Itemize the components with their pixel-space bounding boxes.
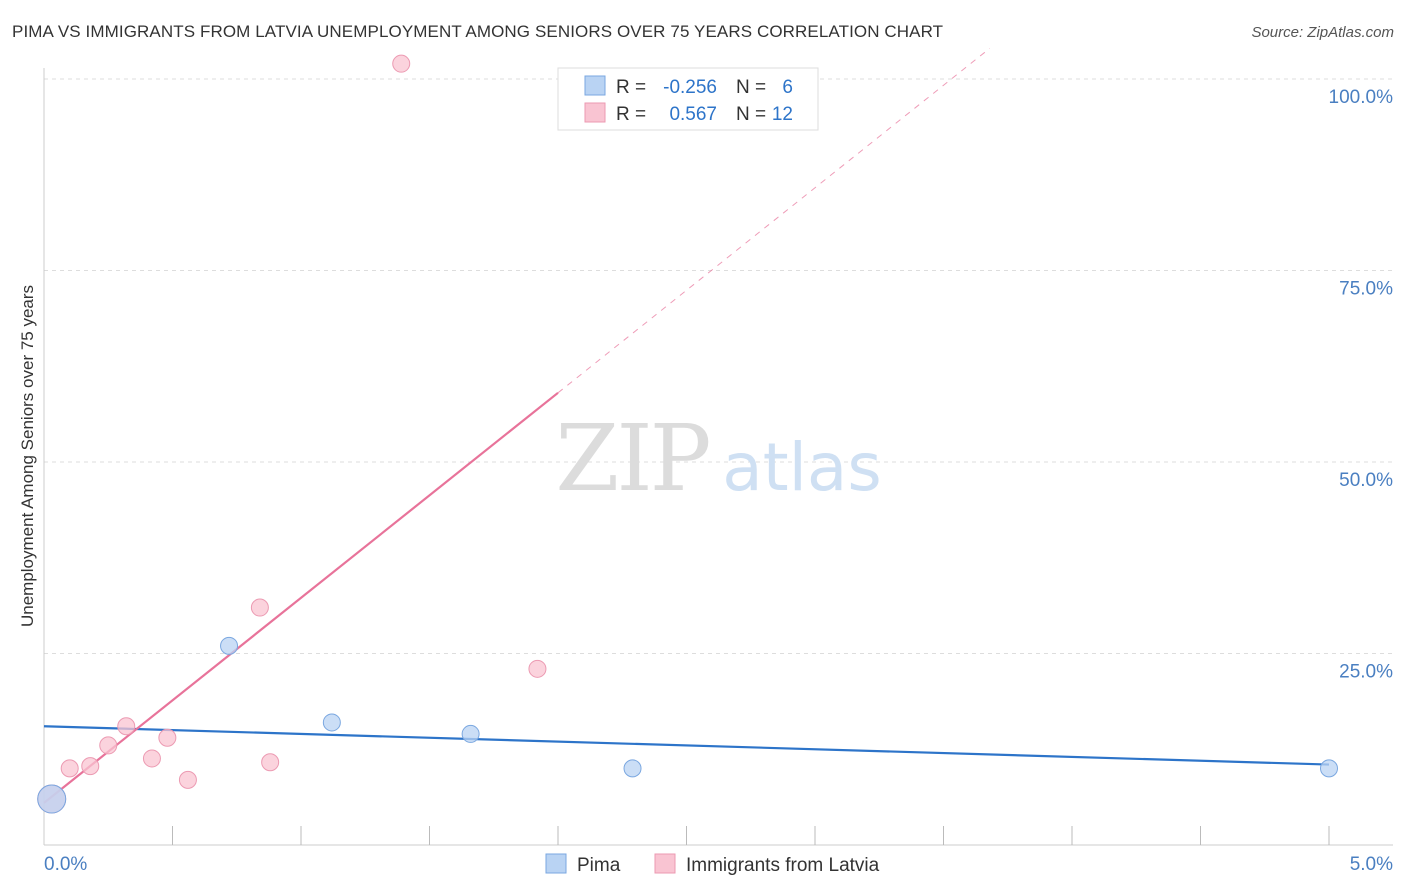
x-tick-label-0: 0.0%	[44, 854, 87, 875]
y-tick-labels: 25.0% 50.0% 75.0% 100.0%	[1329, 87, 1394, 683]
point-1-5	[142, 749, 161, 768]
point-1-3	[99, 736, 118, 755]
legend-top-pima-r-label: R =	[616, 77, 646, 98]
trend-line-ext-1	[557, 47, 991, 394]
trend-line-0	[43, 725, 1330, 766]
legend-latvia-label: Immigrants from Latvia	[686, 855, 880, 876]
legend-bottom: Pima Immigrants from Latvia	[545, 853, 880, 876]
axes	[43, 68, 1393, 846]
point-0-3	[461, 724, 480, 743]
point-0-1	[220, 636, 239, 655]
watermark: ZIP atlas	[555, 405, 881, 512]
x-tick-label-1: 5.0%	[1350, 854, 1393, 875]
point-0-5	[1320, 759, 1338, 778]
chart-title: PIMA VS IMMIGRANTS FROM LATVIA UNEMPLOYM…	[12, 22, 944, 41]
point-0-2	[322, 713, 341, 732]
legend-top-latvia-r-label: R =	[616, 104, 646, 125]
legend-pima-swatch	[545, 853, 567, 874]
point-0-4	[623, 759, 642, 778]
y-axis-label: Unemployment Among Seniors over 75 years	[18, 285, 37, 627]
watermark-atlas: atlas	[722, 429, 882, 506]
legend-top: R = -0.256 N = 6 R = 0.567 N = 12	[557, 67, 819, 131]
watermark-zip: ZIP	[555, 405, 708, 512]
point-1-2	[81, 757, 100, 776]
point-1-8	[250, 598, 269, 617]
trend-line-1	[43, 391, 559, 804]
point-1-1	[60, 759, 79, 778]
legend-top-pima-n-label: N =	[736, 77, 766, 98]
legend-top-latvia-swatch	[584, 102, 606, 123]
y-tick-label-2: 75.0%	[1339, 279, 1393, 300]
grid	[44, 78, 1393, 654]
legend-top-pima-r-value: -0.256	[663, 77, 717, 98]
point-0-0	[37, 784, 67, 814]
legend-top-latvia-r-value: 0.567	[669, 104, 717, 125]
point-1-10	[392, 54, 411, 73]
data-points	[37, 54, 1338, 814]
x-tick-marks	[172, 826, 1330, 845]
point-1-7	[178, 770, 197, 789]
legend-top-latvia-n-value: 12	[772, 104, 793, 125]
x-tick-labels: 0.0% 5.0%	[44, 854, 1393, 875]
legend-top-latvia-n-label: N =	[736, 104, 766, 125]
y-tick-label-3: 100.0%	[1329, 87, 1394, 108]
legend-top-pima-n-value: 6	[782, 77, 793, 98]
point-1-9	[261, 753, 280, 772]
y-tick-label-1: 50.0%	[1339, 470, 1393, 491]
source-label: Source: ZipAtlas.com	[1251, 24, 1394, 41]
legend-latvia-swatch	[654, 853, 676, 874]
legend-top-pima-swatch	[584, 75, 606, 96]
point-1-4	[117, 717, 136, 736]
point-1-6	[158, 728, 177, 747]
y-tick-label-0: 25.0%	[1339, 662, 1393, 683]
legend-pima-label: Pima	[577, 855, 621, 876]
point-1-11	[528, 659, 547, 678]
